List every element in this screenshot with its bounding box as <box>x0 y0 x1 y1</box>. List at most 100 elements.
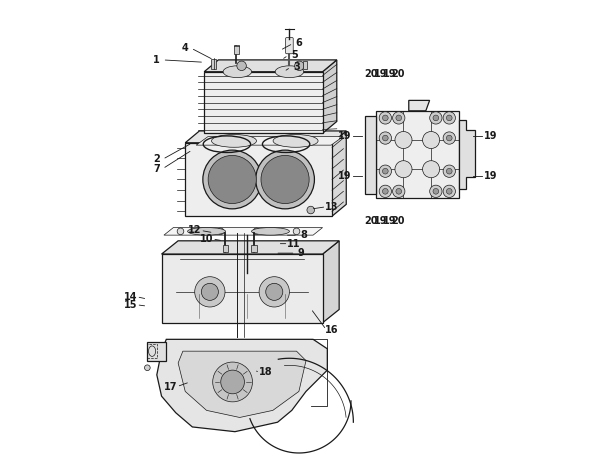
Circle shape <box>379 132 392 144</box>
Circle shape <box>217 228 224 235</box>
Ellipse shape <box>273 134 318 147</box>
Circle shape <box>430 112 442 124</box>
Text: 19: 19 <box>373 216 387 226</box>
Circle shape <box>237 61 246 71</box>
Text: 15: 15 <box>124 300 138 310</box>
Polygon shape <box>178 351 306 418</box>
Ellipse shape <box>212 134 256 147</box>
Text: 20: 20 <box>365 216 378 226</box>
Circle shape <box>213 362 253 402</box>
Circle shape <box>195 277 225 307</box>
Polygon shape <box>204 72 323 133</box>
Circle shape <box>261 155 309 204</box>
Polygon shape <box>204 60 337 72</box>
Bar <box>223 245 228 252</box>
Circle shape <box>423 132 439 149</box>
Circle shape <box>203 150 261 209</box>
Ellipse shape <box>188 228 225 235</box>
Circle shape <box>144 365 150 370</box>
Circle shape <box>446 168 452 174</box>
Text: 3: 3 <box>293 62 300 72</box>
Text: 10: 10 <box>200 234 214 244</box>
Circle shape <box>256 150 315 209</box>
Circle shape <box>382 115 388 121</box>
Circle shape <box>443 185 455 198</box>
Text: 11: 11 <box>288 238 301 248</box>
Circle shape <box>433 115 439 121</box>
Text: 18: 18 <box>259 368 272 378</box>
Circle shape <box>395 132 412 149</box>
Polygon shape <box>409 100 430 111</box>
Text: 2: 2 <box>154 154 160 164</box>
Circle shape <box>396 115 401 121</box>
Circle shape <box>423 161 439 178</box>
Circle shape <box>395 161 412 178</box>
FancyBboxPatch shape <box>286 38 293 54</box>
Polygon shape <box>459 120 476 189</box>
Circle shape <box>294 61 304 71</box>
Circle shape <box>379 112 392 124</box>
Circle shape <box>379 165 392 177</box>
Bar <box>211 59 216 69</box>
Bar <box>365 115 376 194</box>
Text: 20: 20 <box>392 69 405 79</box>
Circle shape <box>392 112 405 124</box>
Circle shape <box>443 112 455 124</box>
Text: 19: 19 <box>337 171 351 181</box>
Text: 5: 5 <box>291 50 297 60</box>
Circle shape <box>177 228 184 235</box>
Circle shape <box>266 283 283 300</box>
Circle shape <box>396 189 401 194</box>
Circle shape <box>307 206 315 214</box>
Polygon shape <box>147 342 166 361</box>
Circle shape <box>382 168 388 174</box>
Ellipse shape <box>252 228 289 235</box>
Polygon shape <box>323 60 337 133</box>
Text: 17: 17 <box>164 382 177 392</box>
Polygon shape <box>157 339 327 432</box>
Text: 19: 19 <box>373 69 387 79</box>
Text: 19: 19 <box>483 171 497 181</box>
Polygon shape <box>185 131 346 143</box>
Circle shape <box>446 135 452 141</box>
Polygon shape <box>185 143 332 216</box>
Polygon shape <box>162 241 339 254</box>
Circle shape <box>430 185 442 198</box>
Text: 19: 19 <box>337 131 351 141</box>
Text: 12: 12 <box>188 226 201 236</box>
Circle shape <box>443 165 455 177</box>
Text: 1: 1 <box>154 55 160 65</box>
Circle shape <box>392 185 405 198</box>
Text: 19: 19 <box>382 216 396 226</box>
Text: 16: 16 <box>326 325 339 335</box>
Ellipse shape <box>223 66 252 77</box>
Circle shape <box>446 189 452 194</box>
Text: 19: 19 <box>483 131 497 141</box>
Text: 4: 4 <box>182 43 188 53</box>
Text: 7: 7 <box>154 164 160 174</box>
Text: 6: 6 <box>296 38 302 48</box>
Circle shape <box>201 283 218 300</box>
Bar <box>376 111 459 199</box>
Bar <box>303 61 307 69</box>
Text: 13: 13 <box>326 202 339 212</box>
Bar <box>234 45 239 54</box>
Text: 20: 20 <box>392 216 405 226</box>
Circle shape <box>259 277 289 307</box>
Polygon shape <box>196 137 343 145</box>
Circle shape <box>382 189 388 194</box>
Text: 19: 19 <box>382 69 396 79</box>
Polygon shape <box>164 228 323 235</box>
Circle shape <box>293 228 300 235</box>
Text: 20: 20 <box>365 69 378 79</box>
Polygon shape <box>162 254 323 323</box>
Circle shape <box>379 185 392 198</box>
Circle shape <box>253 228 259 235</box>
Polygon shape <box>332 131 346 216</box>
Text: 8: 8 <box>300 230 307 240</box>
Ellipse shape <box>275 66 304 77</box>
Text: 14: 14 <box>124 292 138 302</box>
Circle shape <box>382 135 388 141</box>
Circle shape <box>221 370 244 394</box>
Text: 9: 9 <box>298 248 305 258</box>
